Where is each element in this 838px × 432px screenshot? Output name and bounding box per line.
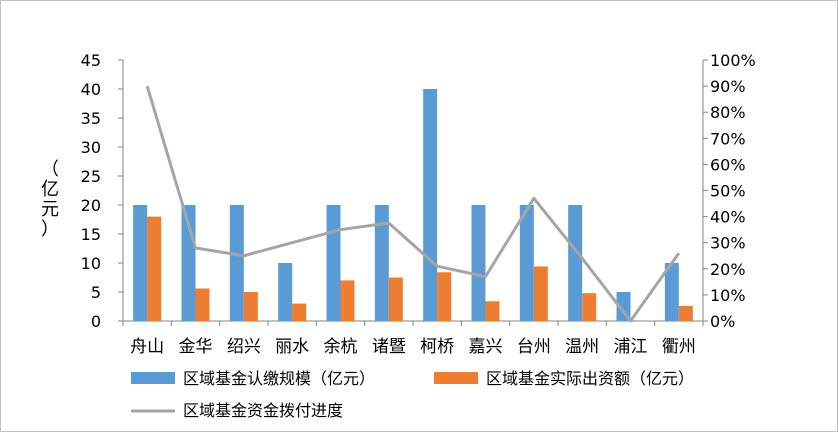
right-axis-tick-label: 10% (710, 286, 746, 305)
right-axis-tick-label: 0% (710, 312, 735, 331)
legend-label-subscribed: 区域基金认缴规模（亿元） (183, 369, 375, 388)
bar-subscribed (133, 205, 148, 321)
bar-paid (243, 292, 258, 321)
bar-paid (533, 266, 548, 321)
x-axis-tick-label: 诸暨 (372, 337, 406, 357)
bar-subscribed (519, 205, 534, 321)
x-axis-tick-label: 衢州 (662, 336, 696, 357)
bar-subscribed (616, 292, 631, 321)
x-axis-tick-label: 金华 (179, 337, 213, 357)
right-axis-tick-label: 90% (710, 77, 746, 96)
bar-paid (340, 280, 355, 321)
x-axis-tick-label: 余杭 (324, 337, 358, 357)
left-axis-tick-label: 25 (81, 167, 101, 186)
right-axis-tick-label: 70% (710, 129, 746, 148)
x-axis-tick-label: 温州 (565, 337, 599, 357)
y-axis-label: （亿元） (41, 159, 59, 240)
bar-subscribed (471, 205, 486, 321)
bar-paid (388, 277, 403, 321)
x-axis-tick-label: 丽水 (275, 337, 309, 357)
x-axis-tick-label: 嘉兴 (469, 337, 503, 357)
legend-label-progress: 区域基金资金拨付进度 (183, 401, 343, 420)
right-axis-tick-label: 40% (710, 208, 746, 227)
x-axis-tick-label: 舟山 (130, 337, 164, 357)
x-axis-tick-label: 浦江 (614, 337, 648, 357)
bar-subscribed (229, 205, 244, 321)
left-axis-tick-label: 0 (91, 312, 101, 331)
x-axis-tick-label: 绍兴 (227, 337, 261, 357)
left-axis-tick-label: 40 (81, 80, 101, 99)
legend-swatch-subscribed (131, 372, 175, 384)
right-axis-tick-label: 20% (710, 260, 746, 279)
left-axis-tick-label: 5 (91, 283, 101, 302)
bar-paid (437, 272, 452, 321)
right-axis-tick-label: 100% (710, 51, 756, 70)
x-axis-tick-label: 台州 (517, 337, 551, 357)
bar-subscribed (326, 205, 341, 321)
right-axis-tick-label: 30% (710, 234, 746, 253)
right-axis-tick-label: 50% (710, 182, 746, 201)
right-axis-tick-label: 60% (710, 155, 746, 174)
bar-paid (195, 288, 210, 321)
bar-subscribed (568, 205, 583, 321)
x-axis-tick-label: 柯桥 (420, 337, 454, 357)
bar-paid (678, 305, 693, 321)
bar-paid (147, 216, 162, 321)
left-axis-tick-label: 35 (81, 109, 101, 128)
bar-paid (292, 303, 307, 321)
left-axis-tick-label: 20 (81, 196, 101, 215)
bar-subscribed (423, 89, 438, 321)
right-axis-tick-label: 80% (710, 103, 746, 122)
bar-subscribed (374, 205, 389, 321)
bar-paid (485, 301, 500, 321)
bar-paid (582, 293, 597, 321)
line-disbursement-progress (145, 85, 681, 323)
legend-swatch-paid (434, 372, 478, 384)
left-axis-tick-label: 10 (81, 254, 101, 273)
legend-label-paid: 区域基金实际出资额（亿元） (486, 369, 694, 388)
left-axis-tick-label: 30 (81, 138, 101, 157)
bar-subscribed (278, 263, 293, 321)
left-axis-tick-label: 15 (81, 225, 101, 244)
bar-subscribed (664, 263, 679, 321)
left-axis-tick-label: 45 (81, 51, 101, 70)
